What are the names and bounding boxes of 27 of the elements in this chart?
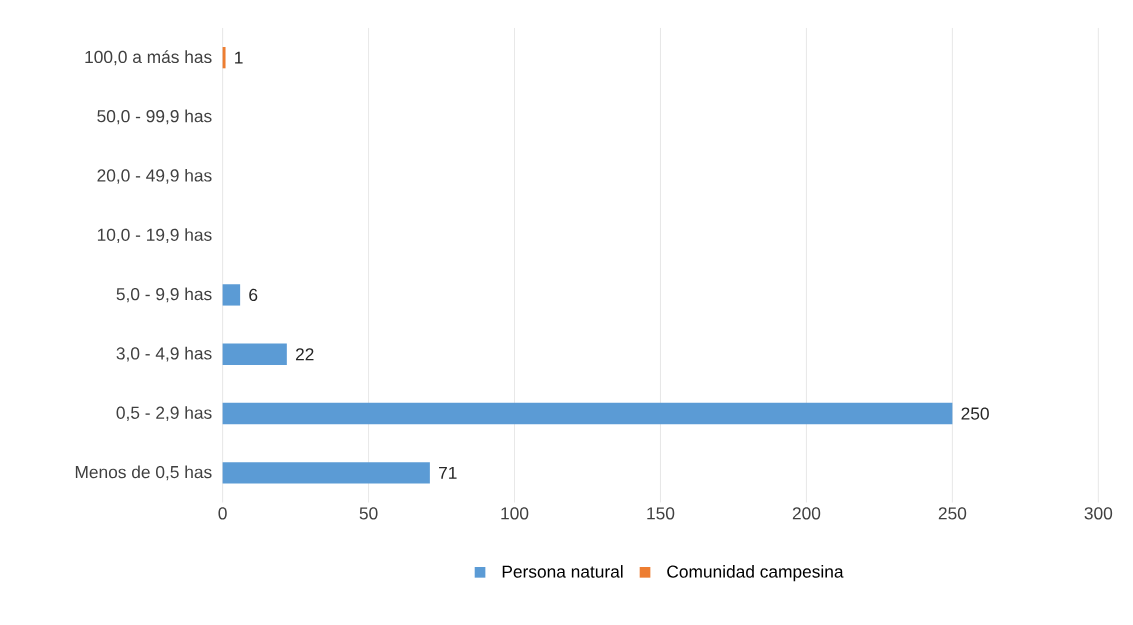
y-tick-label: 50,0 - 99,9 has — [97, 109, 212, 125]
y-tick-label: 5,0 - 9,9 has — [116, 287, 212, 303]
bar — [222, 46, 226, 69]
data-label: 71 — [439, 466, 457, 479]
data-label: 250 — [961, 407, 989, 420]
x-tick-label: 150 — [647, 507, 675, 520]
y-tick-label: 20,0 - 49,9 has — [97, 168, 212, 184]
y-tick-label: 0,5 - 2,9 has — [116, 406, 212, 421]
bar — [222, 402, 953, 425]
x-tick-label: 300 — [1084, 507, 1113, 520]
x-tick-label: 50 — [359, 507, 378, 520]
bar — [222, 343, 287, 365]
x-tick-label: 100 — [501, 507, 529, 520]
bar — [222, 284, 241, 306]
x-tick-label: 200 — [792, 507, 821, 520]
x-tick-label: 0 — [218, 507, 227, 520]
bar — [222, 462, 430, 484]
y-tick-label: 100,0 a más has — [85, 50, 212, 66]
legend-label: Comunidad campesina — [667, 564, 844, 582]
y-tick-label: 3,0 - 4,9 has — [116, 346, 212, 362]
legend-label: Persona natural — [502, 564, 623, 578]
y-tick-label: Menos de 0,5 has — [75, 465, 212, 481]
data-label: 1 — [235, 51, 243, 64]
data-label: 22 — [295, 348, 314, 361]
y-tick-label: 10,0 - 19,9 has — [97, 228, 212, 243]
x-tick-label: 250 — [938, 507, 967, 520]
data-label: 6 — [249, 288, 258, 301]
